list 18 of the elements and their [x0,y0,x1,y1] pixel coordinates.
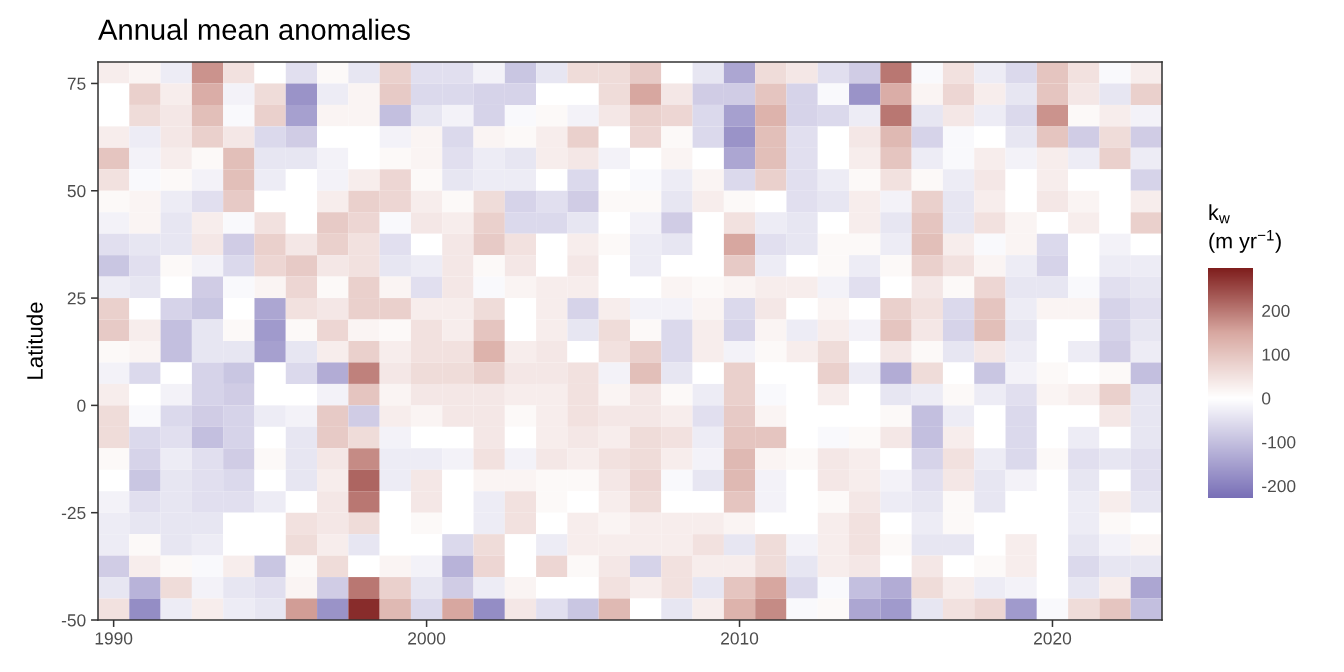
color-bar-label: 0 [1262,392,1271,405]
color-bar-label: -200 [1262,479,1296,493]
y-tick-label: -25 [61,506,86,520]
y-tick-label: -50 [61,614,86,627]
color-bar-label: 200 [1262,304,1290,317]
x-tick-label: 2020 [1034,632,1072,645]
x-tick-label: 2010 [721,632,759,645]
y-tick-label: 0 [77,399,86,412]
y-tick-label: 50 [67,184,86,198]
color-bar-title: k$_{w}$ (m yr$^{−1}$) [1209,204,1281,253]
x-tick-label: 2000 [408,632,446,645]
color-bar-label: -100 [1262,436,1296,449]
color-bar-label: 100 [1262,348,1290,361]
chart-title: Annual mean anomalies [98,18,410,41]
y-axis-title: Latitude [26,302,43,379]
x-tick-label: 1990 [95,632,133,645]
y-tick-label: 75 [67,77,86,90]
y-tick-label: 25 [67,292,86,305]
